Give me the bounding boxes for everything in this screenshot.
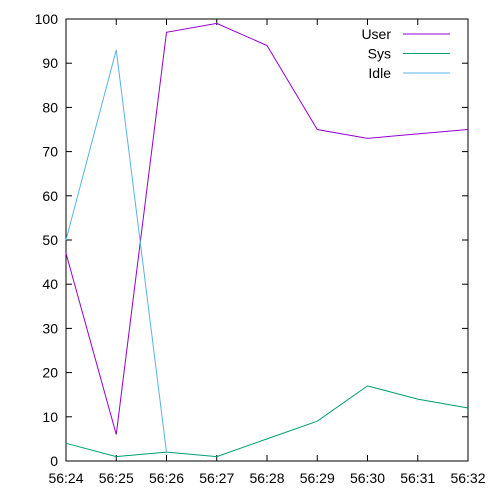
y-tick-label: 10 (42, 409, 58, 425)
y-tick-label: 0 (50, 453, 58, 469)
data-point-sys (366, 385, 368, 387)
x-tick-label: 56:27 (199, 470, 234, 486)
data-point-sys (316, 420, 318, 422)
series-line-user (65, 22, 469, 435)
x-tick-label: 56:24 (48, 470, 83, 486)
x-tick-label: 56:32 (450, 470, 485, 486)
x-tick-label: 56:25 (99, 470, 134, 486)
y-tick-label: 100 (35, 11, 59, 27)
data-point-idle (65, 239, 67, 241)
series-user (65, 22, 469, 435)
y-tick-label: 80 (42, 99, 58, 115)
y-tick-label: 50 (42, 232, 58, 248)
y-tick-label: 60 (42, 188, 58, 204)
plot-frame (65, 18, 469, 462)
data-point-idle (165, 451, 167, 453)
series-idle (65, 49, 167, 453)
data-point-user (216, 22, 218, 24)
data-point-idle (115, 49, 117, 51)
legend: User Sys Idle (361, 26, 450, 81)
legend-label-idle: Idle (368, 65, 391, 81)
y-tick-label: 70 (42, 144, 58, 160)
data-point-sys (266, 438, 268, 440)
series-line-sys (65, 385, 469, 458)
data-point-sys (65, 442, 67, 444)
x-tick-label: 56:31 (400, 470, 435, 486)
data-point-user (65, 252, 67, 254)
x-tick-label: 56:29 (300, 470, 335, 486)
x-tick-label: 56:30 (350, 470, 385, 486)
data-point-user (266, 44, 268, 46)
data-point-user (417, 133, 419, 135)
data-point-user (467, 128, 469, 130)
legend-label-sys: Sys (368, 46, 391, 62)
legend-label-user: User (361, 26, 391, 42)
x-tick-label: 56:26 (149, 470, 184, 486)
y-tick-label: 30 (42, 320, 58, 336)
data-point-user (115, 433, 117, 435)
data-point-sys (216, 455, 218, 457)
axes-layer: 0 10 20 30 40 50 60 70 80 90 100 56:24 56:25 56:26 56:… (35, 11, 486, 486)
y-tick-label: 40 (42, 276, 58, 292)
data-point-user (165, 31, 167, 33)
data-point-user (316, 128, 318, 130)
data-point-sys (417, 398, 419, 400)
series-line-idle (65, 49, 167, 453)
y-tick-label: 20 (42, 365, 58, 381)
data-point-sys (115, 455, 117, 457)
series-sys (65, 385, 469, 458)
series-layer (65, 22, 469, 458)
x-tick-label: 56:28 (249, 470, 284, 486)
y-tick-label: 90 (42, 55, 58, 71)
data-point-user (366, 137, 368, 139)
data-point-sys (467, 407, 469, 409)
